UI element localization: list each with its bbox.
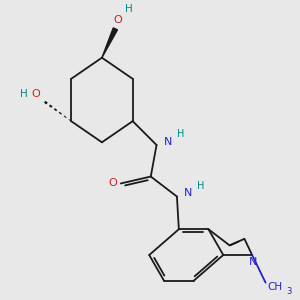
Text: CH: CH — [268, 282, 283, 292]
Text: H: H — [125, 4, 133, 14]
Text: N: N — [184, 188, 192, 199]
Text: H: H — [20, 89, 28, 99]
Text: O: O — [113, 15, 122, 26]
Text: O: O — [32, 89, 40, 99]
Text: H: H — [176, 129, 184, 139]
Text: 3: 3 — [286, 287, 291, 296]
Text: N: N — [164, 137, 172, 147]
Text: N: N — [249, 257, 257, 267]
Polygon shape — [102, 28, 118, 58]
Text: H: H — [197, 181, 204, 191]
Text: O: O — [108, 178, 117, 188]
